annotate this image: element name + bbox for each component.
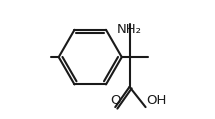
Text: NH₂: NH₂ (117, 23, 142, 36)
Text: O: O (110, 94, 120, 107)
Text: OH: OH (146, 94, 167, 107)
